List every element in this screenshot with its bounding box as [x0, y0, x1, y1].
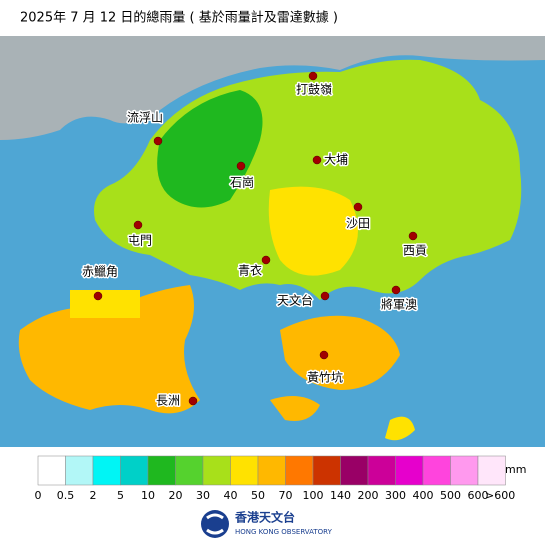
station-dot	[133, 220, 143, 230]
legend-swatch	[37, 455, 66, 486]
legend-label: 0.5	[57, 489, 75, 502]
station-dot	[308, 71, 318, 81]
logo-english: HONG KONG OBSERVATORY	[235, 528, 333, 536]
place-label: 屯門	[128, 234, 152, 248]
place-label: 天文台	[277, 293, 313, 308]
airport	[70, 290, 140, 318]
legend-label: 10	[141, 489, 155, 502]
legend-swatch	[202, 455, 231, 486]
logo-chinese: 香港天文台	[234, 510, 295, 525]
place-label: 打鼓嶺	[296, 83, 332, 97]
yellow-zone	[268, 186, 358, 276]
island	[385, 416, 415, 441]
legend: 0 0.5 2 5 10 20 30 40 50 70 100 140 200 300 400 500 600>…	[35, 455, 526, 502]
logo-swirl	[206, 513, 224, 535]
station-dot	[93, 291, 103, 301]
legend-swatch	[257, 455, 286, 486]
legend-label: 20	[169, 489, 183, 502]
legend-label: 0	[35, 489, 42, 502]
legend-label: 30	[196, 489, 210, 502]
place-label: 赤鱲角	[82, 265, 118, 279]
place-label: 將軍澳	[381, 297, 417, 312]
legend-label: 50	[251, 489, 265, 502]
place-label: 西貢	[403, 244, 427, 258]
shenzhen-land	[0, 36, 545, 140]
legend-swatch	[120, 455, 149, 486]
legend-label: 140	[330, 489, 351, 502]
legend-label: 200	[358, 489, 379, 502]
place-label: 流浮山	[127, 111, 163, 125]
place-label: 黃竹坑	[307, 370, 343, 385]
legend-swatch	[230, 455, 259, 486]
legend-label: >600	[485, 489, 515, 502]
station-dot	[320, 291, 330, 301]
title: 2025年 7 月 12 日的總雨量 ( 基於雨量計及雷達數據 )	[20, 10, 338, 26]
logo: 香港天文台 HONG KONG OBSERVATORY	[201, 510, 333, 538]
legend-unit: mm	[505, 463, 526, 476]
station-dot	[236, 161, 246, 171]
place-label: 青衣	[238, 263, 262, 278]
legend-swatch	[450, 455, 479, 486]
legend-swatch	[477, 455, 506, 486]
place-label: 大埔	[324, 153, 348, 167]
legend-swatch	[367, 455, 396, 486]
place-label: 沙田	[346, 217, 370, 231]
legend-label: 600	[468, 489, 489, 502]
legend-swatch	[395, 455, 424, 486]
legend-swatch	[175, 455, 204, 486]
legend-label: 100	[303, 489, 324, 502]
legend-swatch	[340, 455, 369, 486]
lamma	[270, 396, 320, 421]
station-dot	[319, 350, 329, 360]
legend-label: 400	[413, 489, 434, 502]
legend-swatch	[92, 455, 121, 486]
station-dot	[391, 285, 401, 295]
hk-island	[280, 315, 400, 390]
station-dot	[261, 255, 271, 265]
place-label: 長洲	[156, 394, 180, 408]
legend-label: 500	[440, 489, 461, 502]
legend-swatch	[312, 455, 341, 486]
station-dot	[408, 231, 418, 241]
legend-label: 2	[90, 489, 97, 502]
place-label: 石崗	[230, 176, 254, 190]
legend-swatch	[285, 455, 314, 486]
legend-swatch	[65, 455, 94, 486]
station-dot	[153, 136, 163, 146]
station-dot	[188, 396, 198, 406]
legend-swatch	[147, 455, 176, 486]
station-dot	[353, 202, 363, 212]
legend-label: 300	[385, 489, 406, 502]
station-dot	[312, 155, 322, 165]
legend-label: 40	[224, 489, 238, 502]
legend-label: 70	[279, 489, 293, 502]
legend-swatch	[422, 455, 451, 486]
legend-label: 5	[117, 489, 124, 502]
green-zone	[157, 90, 263, 208]
lantau	[18, 285, 200, 414]
